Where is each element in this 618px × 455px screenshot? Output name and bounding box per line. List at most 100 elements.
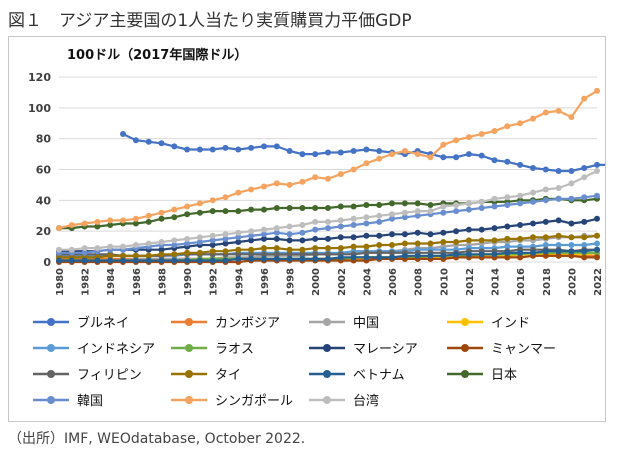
data-point [184,257,191,264]
data-point [389,151,395,158]
data-point [107,243,114,250]
data-point [222,248,229,255]
data-point [465,206,472,213]
data-point [517,235,524,242]
data-point [120,243,126,250]
x-tick-label: 1994 [234,268,245,296]
data-point [299,237,306,244]
data-point [555,168,562,174]
data-point [414,208,421,215]
legend-swatch-marker [185,344,193,352]
x-tick-label: 1998 [286,268,297,296]
data-point [299,222,306,228]
data-point [542,234,549,241]
data-point [248,144,255,151]
data-point [581,242,588,248]
data-point [261,183,267,190]
data-point [248,206,255,213]
data-point [273,143,280,150]
data-point [542,218,549,225]
data-point [542,197,549,204]
data-point [581,234,588,241]
data-point [517,120,524,127]
x-tick-label: 2000 [311,268,322,296]
data-point [171,237,178,244]
data-point [530,249,536,256]
data-point [312,251,319,258]
data-point [568,114,575,121]
data-point [350,166,357,173]
data-point [568,248,575,255]
data-point [568,168,575,174]
data-point [465,226,472,233]
data-point [171,206,178,213]
legend-swatch-marker [323,318,331,326]
data-point [158,246,165,253]
x-tick-label: 2010 [439,268,450,296]
data-point [517,222,524,228]
data-point [465,151,472,158]
x-tick-label: 2014 [491,268,502,296]
data-point [401,231,408,238]
data-point [542,252,549,259]
data-point [440,154,447,161]
data-point [145,138,152,145]
data-point [363,160,370,167]
data-point [248,232,255,239]
data-point [286,148,293,154]
data-point [491,203,498,210]
legend-swatch-marker [47,318,55,326]
data-point [555,107,562,114]
legend-swatch-marker [323,396,331,404]
data-point [440,141,447,148]
data-point [132,252,139,259]
data-point [145,257,152,264]
data-point [158,215,165,222]
x-tick-label: 1992 [209,268,220,296]
data-point [286,251,293,258]
data-point [350,234,357,241]
x-tick-label: 2022 [593,268,604,296]
data-point [568,242,575,248]
data-point [325,235,331,242]
data-point [376,155,383,162]
data-point [594,87,600,94]
data-point [145,218,152,225]
x-tick-label: 2002 [337,268,348,296]
data-point [363,146,370,153]
data-point [56,246,62,253]
data-point [594,168,600,174]
data-point [350,243,357,250]
legend-swatch-marker [185,318,193,326]
data-point [427,252,434,259]
data-point [107,257,114,264]
data-point [389,200,395,207]
data-point [261,255,267,262]
data-point [555,232,562,239]
data-point [68,257,75,264]
data-point [222,235,229,242]
legend-swatch-marker [323,370,331,378]
data-point [530,189,536,196]
data-point [478,198,485,205]
data-point [465,200,472,207]
data-point [312,218,319,225]
data-point [465,251,472,258]
data-point [196,209,203,216]
data-point [299,178,306,185]
data-point [325,149,331,156]
data-point [325,251,331,258]
data-point [594,246,600,253]
data-point [184,249,191,256]
data-point [337,254,344,261]
data-point [389,254,395,261]
data-point [350,222,357,228]
data-point [171,143,178,150]
legend-label: ブルネイ [77,315,129,331]
data-point [196,234,203,241]
data-point [235,234,242,241]
data-point [209,197,216,204]
x-tick-label: 1982 [81,268,92,296]
legend-swatch-marker [47,344,55,352]
data-point [542,186,549,193]
